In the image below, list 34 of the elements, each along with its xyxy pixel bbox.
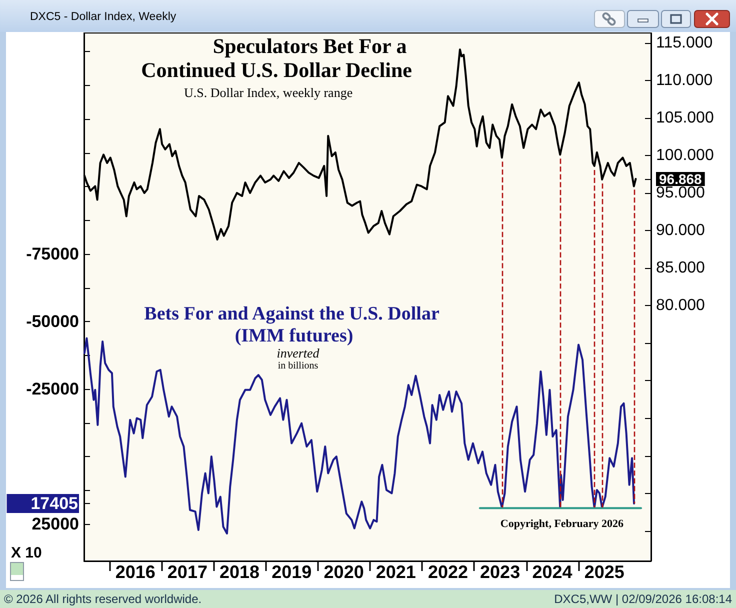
- y2-tick-label: -25000: [26, 380, 79, 399]
- text: Speculators Bet For a Continued U.S. Dollar Decline: [141, 34, 412, 82]
- y-tick-label: 95.000: [656, 184, 706, 202]
- series-label: Bets For and Against the U.S. Dollar (IMM futures): [144, 304, 444, 346]
- x-tick-label: 2022: [428, 562, 468, 582]
- y2-tick-label: 25000: [32, 514, 79, 534]
- y-tick-label: 85.000: [656, 260, 706, 277]
- y-tick-label: 115.000: [656, 34, 713, 52]
- annotation: inverted: [276, 346, 320, 360]
- text: U.S. Dollar Index, weekly range: [184, 85, 353, 100]
- y-tick-label: 90.000: [656, 222, 706, 240]
- x-tick-label: 2018: [219, 562, 260, 582]
- x-tick-label: 2017: [167, 562, 208, 582]
- text: © 2026 All rights reserved worldwide.: [4, 592, 202, 606]
- text: DXC5 - Dollar Index, Weekly: [30, 11, 176, 23]
- y2-tick-label: 17405: [30, 494, 78, 514]
- annotation: Copyright, February 2026: [500, 518, 624, 530]
- y-tick-label: 105.000: [656, 109, 714, 126]
- text: DXC5,WW | 02/09/2026 16:08:14: [554, 592, 732, 606]
- y-tick-label: 110.000: [656, 72, 713, 89]
- x-tick-label: 2024: [532, 562, 572, 582]
- y-tick-label: 80.000: [656, 297, 706, 314]
- x-tick-label: 2025: [584, 562, 624, 582]
- annotation: in billions: [278, 360, 318, 372]
- x-tick-label: 2023: [480, 562, 520, 582]
- y-tick-label: 96.868: [659, 170, 702, 187]
- y-tick-label: 100.000: [656, 146, 714, 164]
- x-tick-label: 2021: [376, 562, 416, 582]
- y2-tick-label: -50000: [26, 312, 79, 332]
- x-tick-label: 2019: [272, 562, 312, 582]
- y2-tick-label: -75000: [26, 244, 79, 264]
- x-tick-label: 2020: [324, 562, 364, 582]
- x-tick-label: 2016: [115, 562, 156, 582]
- text: X 10: [11, 544, 42, 562]
